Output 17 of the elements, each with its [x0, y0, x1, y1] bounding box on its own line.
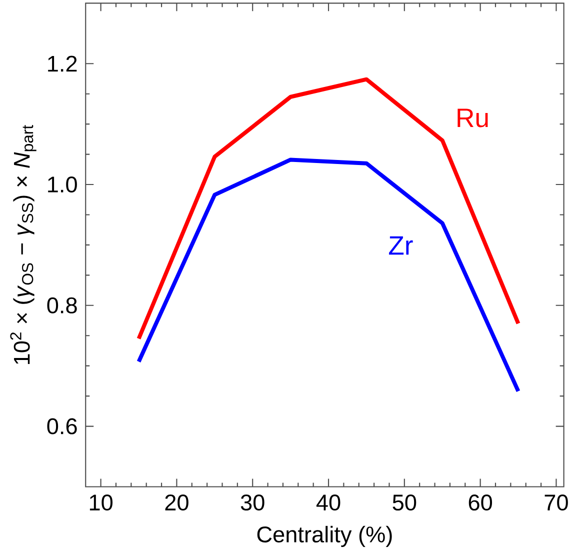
- y-tick-label: 1.2: [48, 56, 77, 72]
- x-tick-label: 50: [392, 494, 416, 510]
- x-tick-label: 40: [316, 494, 340, 510]
- x-tick-label: 70: [544, 494, 568, 510]
- y-tick-label: 0.6: [47, 418, 77, 434]
- y-tick-label: 0.8: [47, 297, 77, 314]
- text: 10$^{2}$ × (γ$_{OS}$ − γ$_{SS}$) × N$_{part}$: [10, 124, 36, 364]
- line-series: [136, 77, 520, 341]
- x-tick-label: 20: [165, 494, 188, 510]
- x-tick-label: 30: [240, 494, 264, 510]
- line-series: [136, 158, 520, 394]
- x-axis-title: Centrality (%): [257, 526, 392, 547]
- y-tick-label: 1.0: [48, 176, 77, 192]
- series-label: Ru: [458, 108, 488, 128]
- x-tick-label: 10: [90, 494, 113, 510]
- series-label: Zr: [388, 236, 413, 255]
- x-tick-label: 60: [468, 494, 492, 510]
